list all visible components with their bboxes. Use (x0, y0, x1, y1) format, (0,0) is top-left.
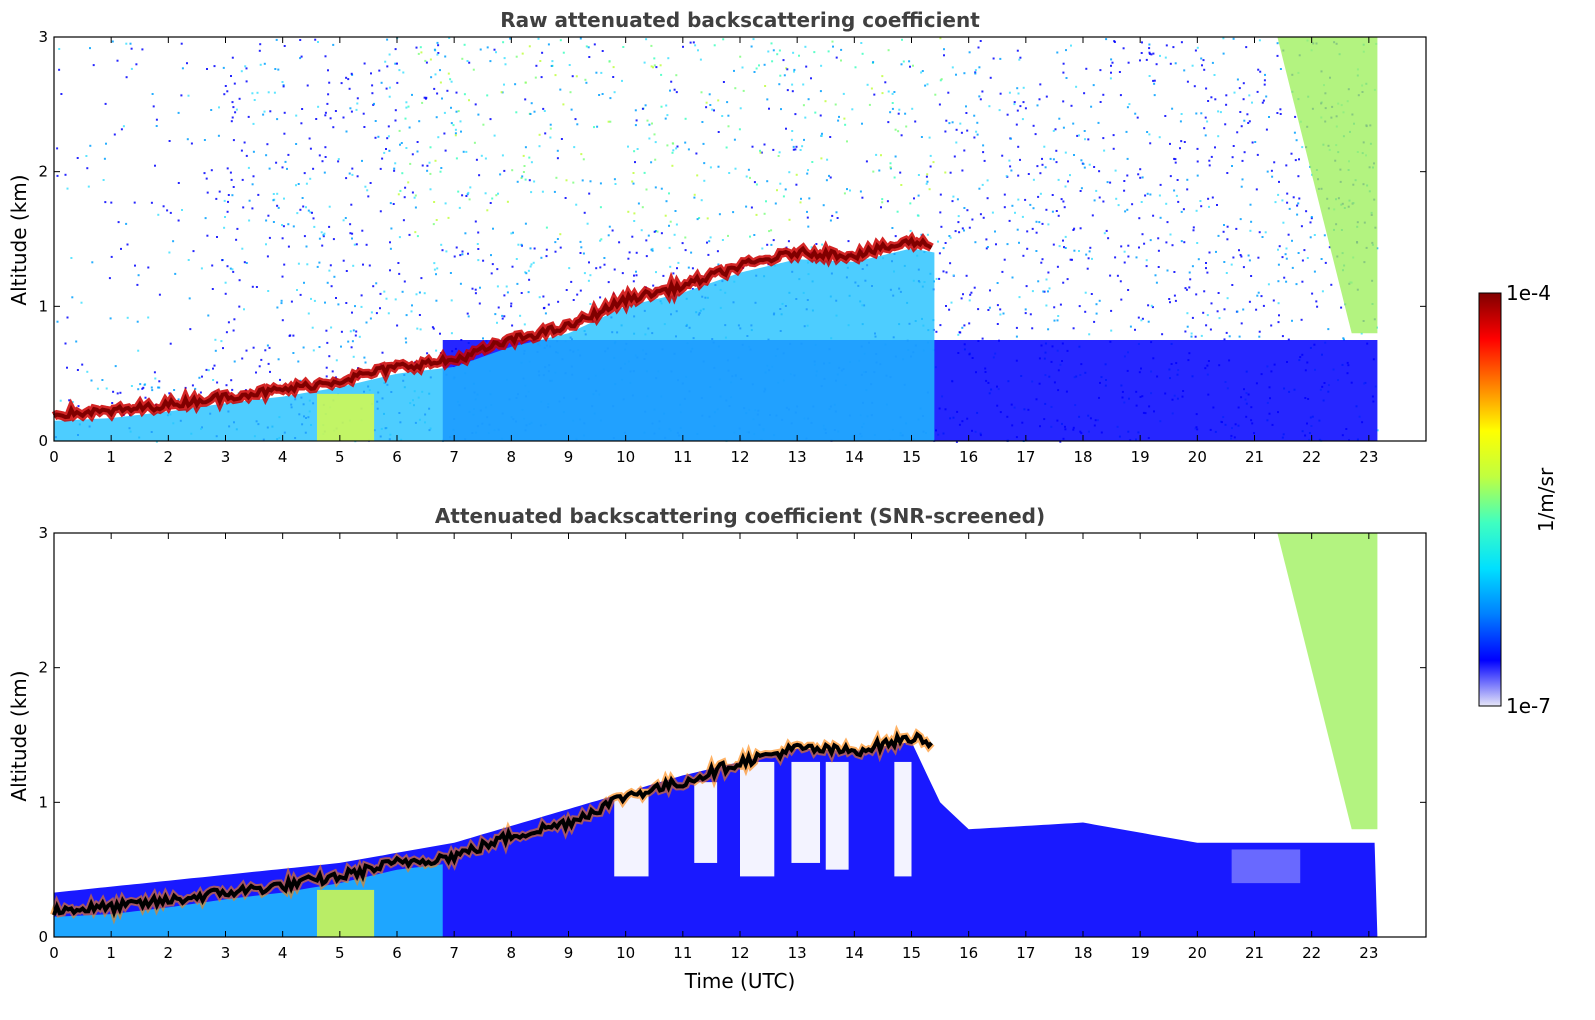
y-tick-label: 3 (38, 524, 48, 542)
x-tick-label: 8 (507, 944, 517, 962)
x-tick-label: 0 (49, 944, 59, 962)
x-tick-label: 21 (1245, 944, 1264, 962)
x-tick-label: 18 (1073, 448, 1092, 466)
panel1-title: Raw attenuated backscattering coefficien… (500, 8, 980, 32)
panel1-aerosol-plume (316, 393, 375, 441)
panel1-heatmap (51, 37, 1379, 443)
snr-screened-panel: Attenuated backscattering coefficient (S… (7, 504, 1427, 993)
x-tick-label: 10 (616, 944, 635, 962)
x-tick-label: 23 (1359, 448, 1378, 466)
panel2-precip-streak (1277, 533, 1378, 830)
panel1-precip-streak (1277, 37, 1378, 334)
panel1-cloud-top-core (53, 236, 933, 420)
x-tick-label: 10 (616, 448, 635, 466)
panel2-title: Attenuated backscattering coefficient (S… (435, 504, 1045, 528)
x-tick-label: 17 (1016, 448, 1035, 466)
x-tick-label: 5 (335, 448, 345, 466)
x-tick-label: 15 (902, 944, 921, 962)
x-tick-label: 11 (673, 448, 692, 466)
x-tick-label: 16 (959, 448, 978, 466)
x-tick-label: 6 (392, 448, 402, 466)
x-tick-label: 7 (449, 944, 459, 962)
x-tick-label: 12 (730, 944, 749, 962)
panel2-screened-gap (791, 761, 821, 863)
x-tick-label: 13 (788, 944, 807, 962)
x-tick-label: 9 (564, 944, 574, 962)
x-tick-label: 20 (1188, 448, 1207, 466)
x-tick-label: 12 (730, 448, 749, 466)
panel2-screened-gap (894, 761, 912, 877)
y-tick-label: 3 (38, 28, 48, 46)
panel1-axes: 0 1 2 3 4 5 6 7 8 9 10 11 12 13 14 15 16 17 18 19 20 21 22 2301… (38, 28, 1426, 466)
x-tick-label: 22 (1302, 944, 1321, 962)
x-tick-label: 16 (959, 944, 978, 962)
x-tick-label: 4 (278, 448, 288, 466)
panel2-xlabel: Time (UTC) (684, 969, 796, 993)
y-tick-label: 1 (38, 793, 48, 811)
colorbar-min-label: 1e-7 (1506, 694, 1551, 718)
x-tick-label: 21 (1245, 448, 1264, 466)
x-tick-label: 0 (49, 448, 59, 466)
x-tick-label: 6 (392, 944, 402, 962)
x-tick-label: 14 (845, 448, 864, 466)
y-tick-label: 2 (38, 163, 48, 181)
panel2-screened-gap (1231, 849, 1301, 884)
panel2-ylabel: Altitude (km) (7, 670, 31, 801)
x-tick-label: 13 (788, 448, 807, 466)
panel1-boundary-layer (54, 248, 935, 441)
x-tick-label: 22 (1302, 448, 1321, 466)
panel2-screened-gap (694, 782, 718, 863)
x-tick-label: 18 (1073, 944, 1092, 962)
x-tick-label: 3 (221, 448, 231, 466)
x-tick-label: 5 (335, 944, 345, 962)
x-tick-label: 3 (221, 944, 231, 962)
panel2-screened-gap (825, 761, 849, 870)
x-tick-label: 17 (1016, 944, 1035, 962)
x-tick-label: 7 (449, 448, 459, 466)
x-tick-label: 15 (902, 448, 921, 466)
x-tick-label: 4 (278, 944, 288, 962)
y-tick-label: 0 (38, 928, 48, 946)
panel1-ylabel: Altitude (km) (7, 174, 31, 305)
colorbar-unit-label: 1/m/sr (1534, 467, 1558, 532)
panel2-heatmap (50, 533, 1378, 937)
panel2-cloud-top (52, 730, 933, 919)
x-tick-label: 19 (1131, 944, 1150, 962)
x-tick-label: 8 (507, 448, 517, 466)
colorbar-gradient (1478, 292, 1502, 707)
y-tick-label: 0 (38, 432, 48, 450)
colorbar: 1e-4 1e-7 1/m/sr (1478, 281, 1558, 718)
x-tick-label: 2 (164, 944, 174, 962)
x-tick-label: 1 (106, 448, 116, 466)
y-tick-label: 2 (38, 659, 48, 677)
panel2-screened-gap (740, 761, 775, 877)
x-tick-label: 11 (673, 944, 692, 962)
x-tick-label: 2 (164, 448, 174, 466)
colorbar-max-label: 1e-4 (1506, 281, 1551, 305)
x-tick-label: 14 (845, 944, 864, 962)
x-tick-label: 23 (1359, 944, 1378, 962)
panel2-aerosol-plume (316, 889, 375, 937)
y-tick-label: 1 (38, 297, 48, 315)
x-tick-label: 1 (106, 944, 116, 962)
x-tick-label: 20 (1188, 944, 1207, 962)
x-tick-label: 19 (1131, 448, 1150, 466)
panel2-axes: 0 1 2 3 4 5 6 7 8 9 10 11 12 13 14 15 16 17 18 19 20 21 22 2301… (38, 524, 1426, 962)
raw-backscatter-panel: Raw attenuated backscattering coefficien… (7, 8, 1427, 466)
x-tick-label: 9 (564, 448, 574, 466)
